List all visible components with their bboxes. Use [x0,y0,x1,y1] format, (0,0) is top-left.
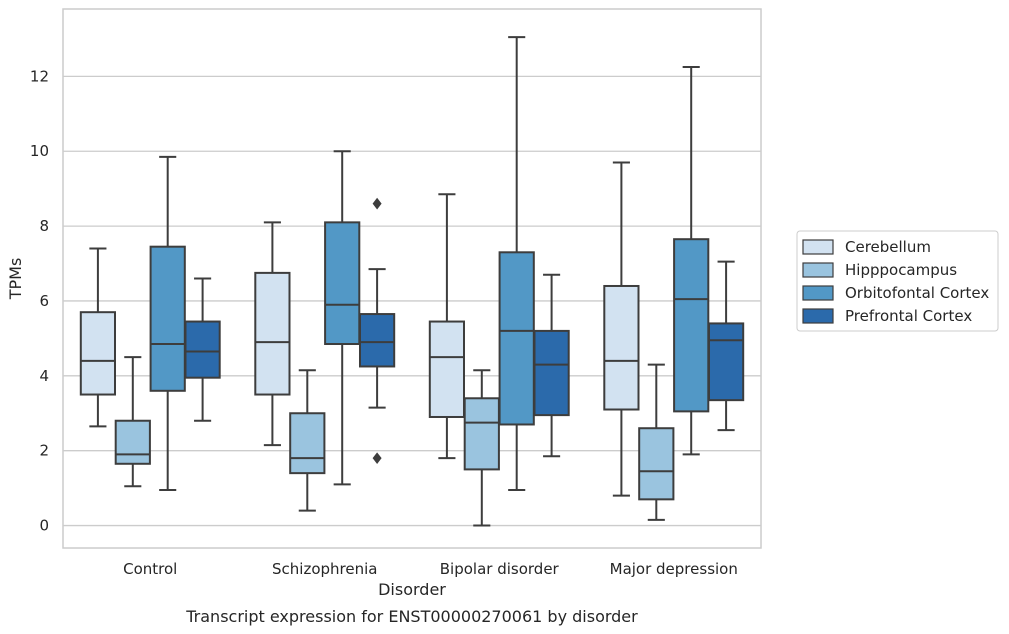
x-tick-label: Control [123,560,177,578]
legend-label: Cerebellum [845,238,931,256]
legend-swatch [802,262,834,278]
y-tick-label: 12 [30,67,49,85]
box-cerebellum-control [79,247,117,428]
iqr-box [79,311,117,396]
iqr-box [707,322,745,402]
iqr-box [114,419,151,465]
y-tick-label: 10 [30,142,49,160]
y-tick-label: 0 [39,517,49,535]
chart-caption: Transcript expression for ENST0000027006… [185,607,638,626]
box-orbitofontal-cortex-major-depression [673,66,710,456]
iqr-box [289,412,326,475]
box-hipppocampus-control [114,356,151,488]
x-tick-label: Major depression [610,560,738,578]
x-tick-label: Bipolar disorder [440,560,560,578]
box-orbitofontal-cortex-control [149,155,186,491]
iqr-box [254,271,291,396]
box-hipppocampus-bipolar-disorder [463,369,500,527]
outlier-point [372,452,382,465]
x-axis-ticks: Control Schizophrenia Bipolar disorder Majo… [123,560,738,578]
box-cerebellum-schizophrenia [254,221,291,447]
iqr-box [603,284,640,411]
x-axis-label: Disorder [378,580,446,599]
y-tick-label: 2 [39,442,49,460]
legend-label: Hipppocampus [845,261,957,279]
iqr-box [533,329,570,417]
box-hipppocampus-major-depression [638,363,675,521]
iqr-box [673,238,710,413]
y-axis-ticks: 0 2 4 6 8 10 12 [30,67,49,534]
box-prefrontal-cortex-control [184,277,221,422]
iqr-box [463,397,500,471]
iqr-box [324,221,361,346]
iqr-box [184,320,221,379]
plot-area-frame [62,8,762,549]
box-layer [79,36,745,527]
legend-label: Prefrontal Cortex [845,307,972,325]
box-prefrontal-cortex-schizophrenia [358,197,396,465]
y-tick-label: 8 [39,217,49,235]
outlier-point [372,197,382,210]
legend-frame [796,230,999,332]
iqr-box [358,313,396,368]
legend-swatch [802,239,834,255]
iqr-box [428,320,466,418]
box-prefrontal-cortex-major-depression [707,260,745,432]
iqr-box [149,245,186,392]
y-tick-label: 4 [39,367,49,385]
box-orbitofontal-cortex-bipolar-disorder [498,36,535,491]
legend-swatch [802,285,834,301]
iqr-box [638,427,675,501]
x-tick-label: Schizophrenia [272,560,377,578]
legend-swatch [802,308,834,324]
iqr-box [498,251,535,426]
box-hipppocampus-schizophrenia [289,369,326,512]
legend-label: Orbitofontal Cortex [845,284,989,302]
box-prefrontal-cortex-bipolar-disorder [533,273,570,458]
box-orbitofontal-cortex-schizophrenia [324,150,361,486]
box-cerebellum-major-depression [603,161,640,497]
box-cerebellum-bipolar-disorder [428,193,466,460]
y-tick-label: 6 [39,292,49,310]
legend: Cerebellum Hipppocampus Orbitofontal Corte… [796,230,999,332]
y-axis-label: TPMs [6,258,25,301]
